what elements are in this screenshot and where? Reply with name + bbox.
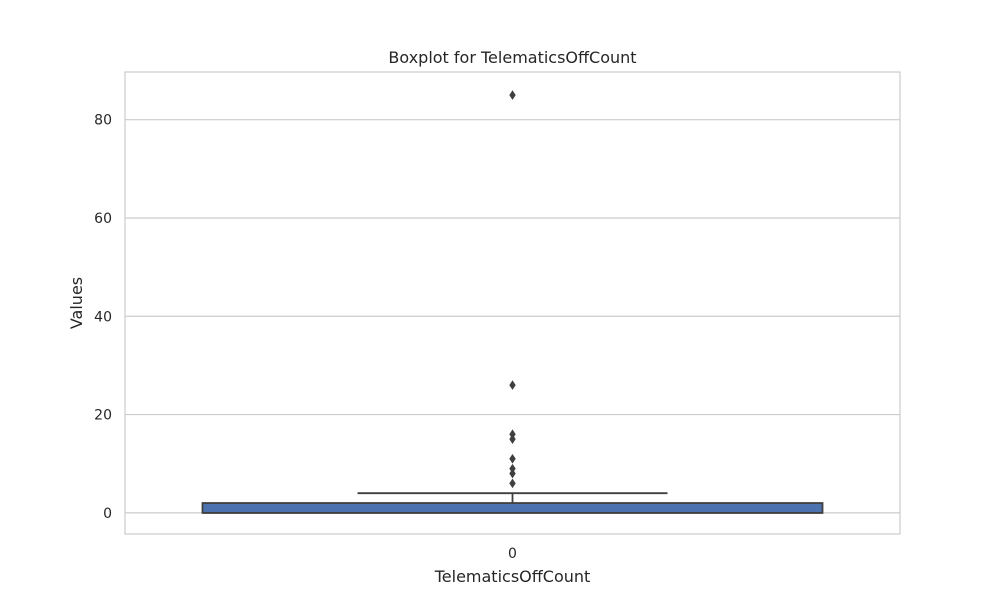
- box-iqr: [201, 502, 824, 514]
- outlier-point: [509, 380, 516, 390]
- plot-area-frame: [124, 71, 901, 535]
- x-tick-labels: 0: [508, 546, 517, 562]
- x-tick-label: 0: [508, 546, 517, 562]
- y-tick-labels: 0 20 40 60 80: [94, 113, 112, 522]
- y-axis-label: Values: [67, 277, 86, 329]
- y-tick-label: 40: [94, 309, 112, 325]
- outlier-point: [509, 434, 516, 444]
- y-tick-label: 60: [94, 211, 112, 227]
- outlier-point: [509, 90, 516, 100]
- outlier-group: [509, 90, 516, 489]
- outlier-point: [509, 429, 516, 440]
- y-tick-label: 80: [94, 113, 112, 129]
- outlier-point: [509, 478, 516, 489]
- y-tick-label: 20: [94, 408, 112, 424]
- y-tick-label: 0: [103, 506, 112, 522]
- box-group: [201, 492, 824, 514]
- x-axis-label: TelematicsOffCount: [434, 567, 591, 586]
- chart-title: Boxplot for TelematicsOffCount: [388, 48, 636, 67]
- outlier-point: [509, 468, 516, 479]
- grid-lines: [125, 119, 900, 514]
- outlier-point: [509, 454, 516, 464]
- outlier-point: [509, 463, 516, 474]
